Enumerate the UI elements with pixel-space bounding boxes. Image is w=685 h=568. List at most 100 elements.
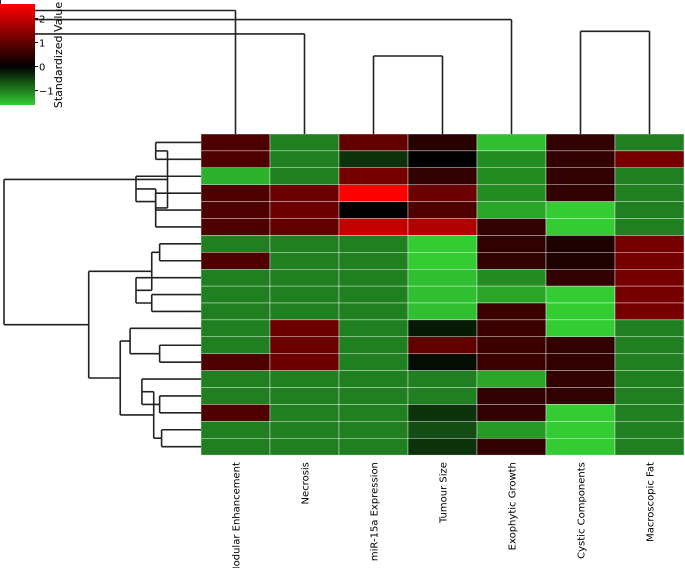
heatmap-cell bbox=[476, 150, 547, 168]
heatmap-cell bbox=[614, 387, 685, 405]
heatmap-cell bbox=[269, 370, 340, 388]
column-label: Macroscopic Fat bbox=[646, 462, 657, 542]
colorbar-label: Standardized Value bbox=[52, 2, 65, 109]
heatmap-cell bbox=[407, 370, 478, 388]
heatmap-cell bbox=[269, 438, 340, 456]
heatmap-cell bbox=[338, 167, 409, 185]
heatmap-cell bbox=[476, 319, 547, 337]
heatmap-cell bbox=[614, 201, 685, 219]
colorbar-tick-label: 2 bbox=[39, 14, 45, 25]
heatmap-cell bbox=[476, 218, 547, 236]
colorbar-ticks: 2 1 0 −1 bbox=[35, 14, 54, 98]
column-label: Exophytic Growth bbox=[508, 462, 519, 550]
heatmap-cell bbox=[269, 269, 340, 287]
heatmap-cell bbox=[407, 404, 478, 422]
heatmap-cell bbox=[200, 370, 271, 388]
heatmap-cell bbox=[338, 150, 409, 168]
heatmap-cell bbox=[407, 252, 478, 270]
heatmap-cell bbox=[545, 370, 616, 388]
heatmap-cell bbox=[545, 336, 616, 354]
heatmap-cell bbox=[269, 336, 340, 354]
heatmap-cell bbox=[338, 133, 409, 152]
heatmap-cell bbox=[407, 387, 478, 405]
heatmap-cell bbox=[614, 184, 685, 202]
heatmap-cell bbox=[407, 319, 478, 337]
heatmap-cell bbox=[545, 387, 616, 405]
heatmap-cell bbox=[200, 302, 271, 321]
heatmap-cell bbox=[614, 438, 685, 456]
heatmap-cell bbox=[545, 438, 616, 456]
heatmap-cell bbox=[338, 438, 409, 456]
heatmap-cell bbox=[545, 201, 616, 219]
heatmap-cell bbox=[614, 404, 685, 422]
heatmap-cell bbox=[614, 285, 685, 304]
heatmap-cell bbox=[200, 319, 271, 337]
heatmap-cell bbox=[614, 218, 685, 236]
heatmap-cell bbox=[269, 302, 340, 321]
heatmap-cell bbox=[338, 252, 409, 270]
heatmap-cell bbox=[614, 319, 685, 337]
heatmap-cell bbox=[269, 353, 340, 371]
heatmap-cell bbox=[269, 184, 340, 202]
heatmap-cell bbox=[614, 167, 685, 185]
heatmap-cell bbox=[200, 404, 271, 422]
heatmap-cell bbox=[338, 421, 409, 439]
heatmap-cell bbox=[269, 201, 340, 219]
heatmap-cell bbox=[407, 133, 478, 152]
colorbar-tick-label: −1 bbox=[39, 87, 54, 98]
heatmap-cell bbox=[338, 319, 409, 337]
heatmap-cell bbox=[545, 353, 616, 371]
heatmap-cell bbox=[269, 167, 340, 185]
heatmap-cell bbox=[200, 421, 271, 439]
heatmap-cell bbox=[338, 235, 409, 253]
heatmap-cell bbox=[338, 370, 409, 388]
column-label: Tumour Size bbox=[439, 462, 450, 524]
heatmap-cell bbox=[338, 404, 409, 422]
heatmap-cell bbox=[407, 167, 478, 185]
heatmap-cells bbox=[200, 133, 685, 456]
heatmap-cell bbox=[407, 201, 478, 219]
heatmap-cell bbox=[614, 150, 685, 168]
column-dendrogram bbox=[0, 0, 651, 134]
heatmap-cell bbox=[200, 150, 271, 168]
heatmap-cell bbox=[476, 421, 547, 439]
heatmap-cell bbox=[338, 353, 409, 371]
heatmap-cell bbox=[269, 387, 340, 405]
heatmap-cell bbox=[545, 421, 616, 439]
heatmap-cell bbox=[338, 285, 409, 304]
heatmap-cell bbox=[476, 252, 547, 270]
heatmap-cell bbox=[614, 353, 685, 371]
heatmap-cell bbox=[614, 421, 685, 439]
heatmap-cell bbox=[614, 252, 685, 270]
heatmap-cell bbox=[338, 387, 409, 405]
heatmap-cell bbox=[200, 218, 271, 236]
heatmap-cell bbox=[476, 387, 547, 405]
heatmap-cell bbox=[476, 353, 547, 371]
colorbar-tick-label: 1 bbox=[39, 38, 45, 49]
heatmap-cell bbox=[200, 336, 271, 354]
heatmap-cell bbox=[200, 387, 271, 405]
column-label: Nodular Enhancement bbox=[232, 462, 243, 568]
heatmap-cell bbox=[269, 285, 340, 304]
heatmap-cell bbox=[545, 269, 616, 287]
heatmap-cell bbox=[476, 269, 547, 287]
heatmap-cell bbox=[338, 336, 409, 354]
heatmap-cell bbox=[545, 133, 616, 152]
heatmap-cell bbox=[407, 150, 478, 168]
heatmap-cell bbox=[407, 285, 478, 304]
heatmap-cell bbox=[545, 302, 616, 321]
heatmap-cell bbox=[200, 285, 271, 304]
heatmap-cell bbox=[269, 252, 340, 270]
heatmap-cell bbox=[338, 302, 409, 321]
heatmap-cell bbox=[476, 133, 547, 152]
heatmap-cell bbox=[407, 184, 478, 202]
heatmap-cell bbox=[545, 235, 616, 253]
heatmap-cell bbox=[269, 218, 340, 236]
heatmap-cell bbox=[476, 285, 547, 304]
heatmap-cell bbox=[200, 184, 271, 202]
column-label: miR-15a Expression bbox=[370, 462, 381, 561]
heatmap-cell bbox=[338, 218, 409, 236]
heatmap-cell bbox=[545, 218, 616, 236]
heatmap-cell bbox=[269, 235, 340, 253]
